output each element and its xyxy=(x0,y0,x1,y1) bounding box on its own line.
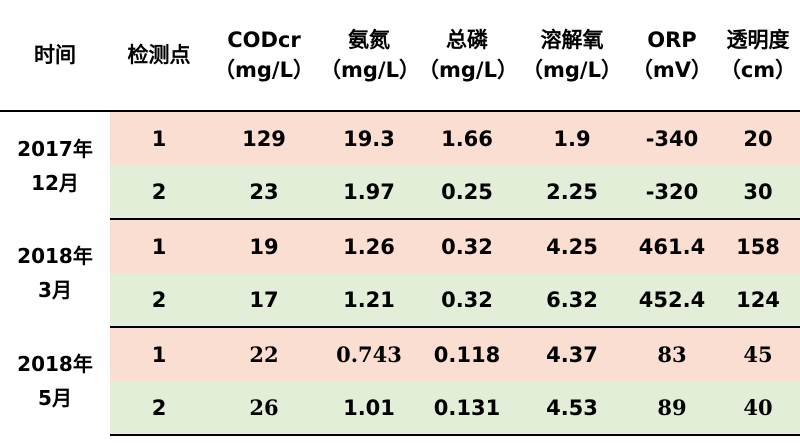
header-point-label: 检测点 xyxy=(127,43,191,67)
header-do-label: 溶解氧 xyxy=(540,28,604,52)
header-codcr-label: CODcr xyxy=(227,28,301,52)
table-row: 2 23 1.97 0.25 2.25 -320 30 xyxy=(0,165,800,220)
cell-ammonia: 19.3 xyxy=(320,111,418,165)
header-time-label: 时间 xyxy=(34,43,76,67)
cell-tp: 0.25 xyxy=(418,165,516,220)
header-transparency-label: 透明度 xyxy=(726,28,790,52)
period-month: 5月 xyxy=(38,386,72,410)
table-row: 2 17 1.21 0.32 6.32 452.4 124 xyxy=(0,273,800,328)
cell-transparency: 45 xyxy=(716,327,800,381)
cell-do: 4.53 xyxy=(516,381,628,436)
table-header: 时间 检测点 CODcr （mg/L） 氨氮 （mg/L） 总磷 （mg/L） 溶解氧… xyxy=(0,0,800,112)
cell-tp: 0.32 xyxy=(418,273,516,328)
water-quality-table: 时间 检测点 CODcr （mg/L） 氨氮 （mg/L） 总磷 （mg/L） 溶解氧… xyxy=(0,0,800,436)
cell-do: 6.32 xyxy=(516,273,628,328)
table-row: 2 26 1.01 0.131 4.53 89 40 xyxy=(0,381,800,436)
cell-point: 1 xyxy=(110,219,208,273)
cell-ammonia: 0.743 xyxy=(320,327,418,381)
period-cell: 2017年 12月 xyxy=(0,111,110,219)
period-month: 3月 xyxy=(38,278,72,302)
cell-do: 4.25 xyxy=(516,219,628,273)
cell-point: 2 xyxy=(110,381,208,436)
header-orp-unit: （mV） xyxy=(631,58,713,82)
header-orp-label: ORP xyxy=(647,28,697,52)
cell-transparency: 124 xyxy=(716,273,800,328)
cell-do: 1.9 xyxy=(516,111,628,165)
period-cell: 2018年 5月 xyxy=(0,327,110,435)
period-year: 2018年 xyxy=(17,352,93,376)
header-tp: 总磷 （mg/L） xyxy=(418,0,518,112)
cell-orp: 461.4 xyxy=(628,219,716,273)
cell-codcr: 23 xyxy=(208,165,320,220)
header-ammonia: 氨氮 （mg/L） xyxy=(320,0,420,112)
header-row: 时间 检测点 CODcr （mg/L） 氨氮 （mg/L） 总磷 （mg/L） 溶解氧… xyxy=(0,0,800,112)
cell-transparency: 20 xyxy=(716,111,800,165)
header-time: 时间 xyxy=(0,0,110,112)
cell-codcr: 129 xyxy=(208,111,320,165)
cell-codcr: 19 xyxy=(208,219,320,273)
cell-codcr: 17 xyxy=(208,273,320,328)
header-do: 溶解氧 （mg/L） xyxy=(516,0,628,112)
header-codcr-unit: （mg/L） xyxy=(214,58,314,82)
cell-ammonia: 1.01 xyxy=(320,381,418,436)
period-cell: 2018年 3月 xyxy=(0,219,110,327)
header-orp: ORP （mV） xyxy=(628,0,716,112)
cell-codcr: 26 xyxy=(208,381,320,436)
cell-point: 2 xyxy=(110,273,208,328)
cell-point: 1 xyxy=(110,327,208,381)
cell-ammonia: 1.26 xyxy=(320,219,418,273)
period-year: 2018年 xyxy=(17,244,93,268)
cell-point: 1 xyxy=(110,111,208,165)
header-ammonia-unit: （mg/L） xyxy=(320,58,420,82)
cell-transparency: 40 xyxy=(716,381,800,436)
cell-codcr: 22 xyxy=(208,327,320,381)
period-month: 12月 xyxy=(31,170,79,195)
cell-do: 2.25 xyxy=(516,165,628,220)
cell-transparency: 30 xyxy=(716,165,800,220)
cell-ammonia: 1.97 xyxy=(320,165,418,220)
table-row: 2018年 5月 1 22 0.743 0.118 4.37 83 45 xyxy=(0,327,800,435)
cell-tp: 1.66 xyxy=(418,111,516,165)
header-transparency: 透明度 （cm） xyxy=(716,0,800,112)
cell-orp: -320 xyxy=(628,165,716,220)
cell-ammonia: 1.21 xyxy=(320,273,418,328)
cell-tp: 0.118 xyxy=(418,327,516,381)
header-ammonia-label: 氨氮 xyxy=(348,28,390,52)
table-body: 2017年 12月 1 129 19.3 1.66 1.9 -340 20 2 2… xyxy=(0,111,800,436)
cell-orp: 89 xyxy=(628,381,716,436)
table-row: 2017年 12月 1 129 19.3 1.66 1.9 -340 20 xyxy=(0,111,800,219)
cell-transparency: 158 xyxy=(716,219,800,273)
header-tp-label: 总磷 xyxy=(446,28,488,52)
header-point: 检测点 xyxy=(110,0,208,112)
cell-do: 4.37 xyxy=(516,327,628,381)
table-row: 2018年 3月 1 19 1.26 0.32 4.25 461.4 158 xyxy=(0,219,800,327)
header-transparency-unit: （cm） xyxy=(719,58,797,82)
cell-tp: 0.131 xyxy=(418,381,516,436)
cell-orp: 83 xyxy=(628,327,716,381)
cell-tp: 0.32 xyxy=(418,219,516,273)
header-tp-unit: （mg/L） xyxy=(418,58,518,82)
cell-point: 2 xyxy=(110,165,208,220)
cell-orp: 452.4 xyxy=(628,273,716,328)
cell-orp: -340 xyxy=(628,111,716,165)
header-do-unit: （mg/L） xyxy=(522,58,622,82)
header-codcr: CODcr （mg/L） xyxy=(208,0,320,112)
period-year: 2017年 xyxy=(17,136,93,161)
